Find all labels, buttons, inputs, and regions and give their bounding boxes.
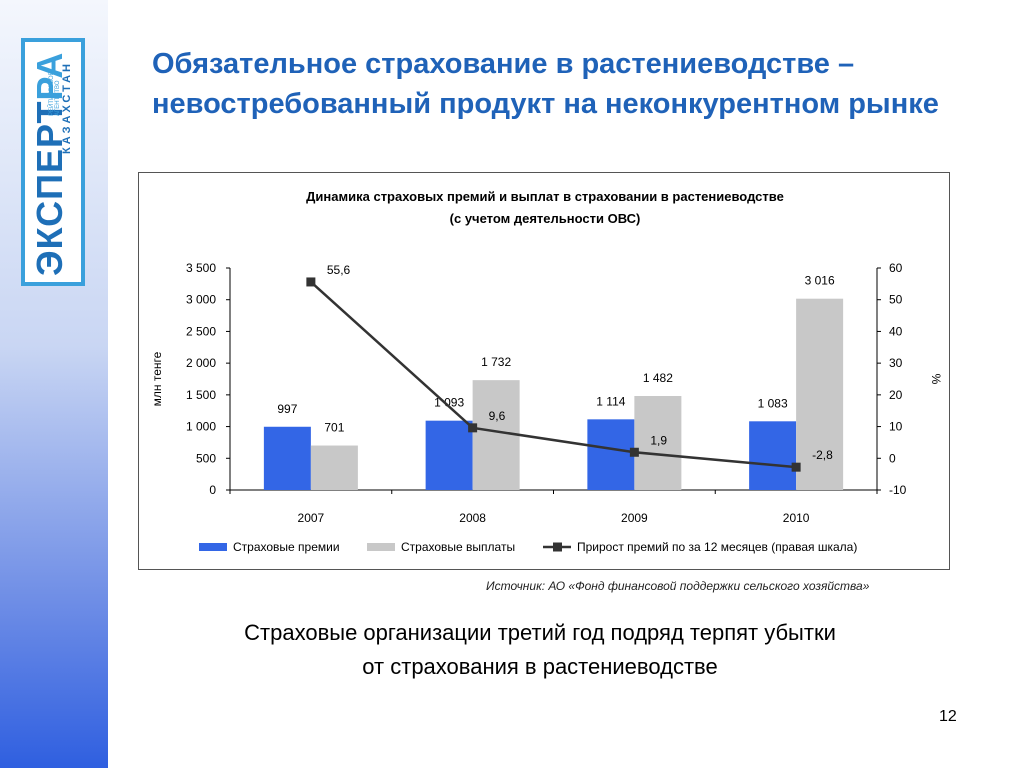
y-right-tick-label: 60 [889, 261, 903, 275]
legend-payouts-swatch [367, 543, 395, 551]
logo-tagline: РЕЙТИНГОВОЕ АГЕНТСТВО [49, 71, 61, 116]
y-left-tick-label: 2 500 [186, 324, 216, 338]
growth-marker-2010 [791, 462, 801, 472]
y-left-tick-label: 3 000 [186, 293, 216, 307]
bar-payouts-2009 [634, 395, 682, 490]
growth-label-2010: -2,8 [812, 448, 833, 462]
bar-premiums-2008 [425, 420, 473, 490]
y-right-tick-label: 40 [889, 324, 903, 338]
bar-premiums-label-2010: 1 083 [758, 396, 788, 410]
bar-payouts-label-2007: 701 [324, 421, 344, 435]
growth-label-2009: 1,9 [650, 433, 667, 447]
y-right-tick-label: 10 [889, 420, 903, 434]
growth-marker-2009 [629, 447, 639, 457]
bar-premiums-2009 [587, 419, 635, 490]
growth-line [310, 281, 797, 469]
source-note: Источник: АО «Фонд финансовой поддержки … [486, 579, 870, 593]
bar-payouts-label-2008: 1 732 [481, 355, 511, 369]
chart-container: Динамика страховых премий и выплат в стр… [138, 172, 950, 570]
growth-label-2007: 55,6 [327, 263, 351, 277]
y-right-tick-label: 30 [889, 356, 903, 370]
legend-payouts-label: Страховые выплаты [401, 540, 515, 554]
growth-marker-2007 [306, 277, 316, 287]
conclusion-text: Страховые организации третий год подряд … [140, 616, 940, 684]
legend-growth-marker [553, 542, 562, 552]
bar-premiums-2010 [749, 421, 797, 490]
bar-premiums-label-2007: 997 [277, 402, 297, 416]
y-left-tick-label: 0 [209, 483, 216, 497]
chart-title: Динамика страховых премий и выплат в стр… [306, 189, 784, 204]
bar-premiums-2007 [263, 426, 311, 490]
y-left-tick-label: 3 500 [186, 261, 216, 275]
y-left-tick-label: 2 000 [186, 356, 216, 370]
expert-ra-logo: ЭКСПЕРТРА РЕЙТИНГОВОЕ АГЕНТСТВО КАЗАХСТАН [21, 38, 85, 286]
page-number: 12 [939, 708, 957, 725]
bar-premiums-label-2009: 1 114 [596, 394, 625, 408]
legend-premiums-swatch [199, 543, 227, 551]
x-tick-label-2008: 2008 [459, 511, 486, 525]
bar-payouts-2010 [796, 298, 844, 490]
logo-country: КАЗАХСТАН [61, 61, 73, 154]
growth-marker-2008 [468, 423, 478, 433]
bar-payouts-label-2010: 3 016 [805, 274, 835, 288]
y-left-tick-label: 1 000 [186, 420, 216, 434]
legend-premiums-label: Страховые премии [233, 540, 340, 554]
logo-inner: ЭКСПЕРТРА РЕЙТИНГОВОЕ АГЕНТСТВО КАЗАХСТАН [25, 42, 81, 282]
growth-label-2008: 9,6 [489, 409, 506, 423]
legend-growth-label: Прирост премий по за 12 месяцев (правая … [577, 540, 857, 554]
conclusion-line-2: от страхования в растениеводстве [362, 654, 718, 679]
y-left-axis-label: млн тенге [150, 351, 164, 406]
y-left-tick-label: 1 500 [186, 388, 216, 402]
y-left-tick-label: 500 [196, 451, 216, 465]
bar-payouts-label-2009: 1 482 [643, 371, 673, 385]
logo-text-group: ЭКСПЕРТРА РЕЙТИНГОВОЕ АГЕНТСТВО КАЗАХСТАН [25, 42, 81, 282]
x-tick-label-2009: 2009 [621, 511, 648, 525]
chart-subtitle: (с учетом деятельности ОВС) [449, 211, 641, 226]
bar-payouts-2007 [310, 445, 358, 490]
y-right-tick-label: 50 [889, 293, 903, 307]
slide-title: Обязательное страхование в растениеводст… [152, 48, 939, 120]
conclusion-line-1: Страховые организации третий год подряд … [244, 620, 836, 645]
y-right-tick-label: -10 [889, 483, 907, 497]
bar-payouts-2008 [472, 380, 520, 490]
y-right-tick-label: 0 [889, 451, 896, 465]
y-right-tick-label: 20 [889, 388, 903, 402]
chart-svg: 0 500 1 000 1 500 2 000 2 500 3 000 3 500 -10 0 10… [150, 261, 943, 554]
x-tick-label-2010: 2010 [783, 511, 810, 525]
y-right-axis-label: % [929, 374, 943, 385]
x-tick-label-2007: 2007 [298, 511, 325, 525]
